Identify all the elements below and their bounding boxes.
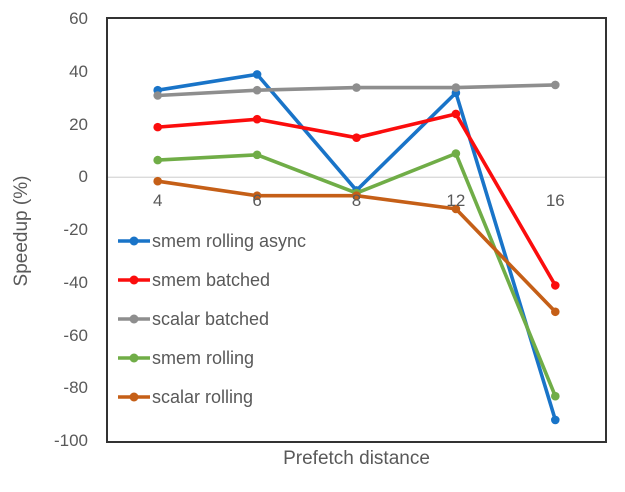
data-point-smem-batched-12 bbox=[451, 109, 461, 119]
legend-item-smem-batched: smem batched bbox=[118, 269, 306, 291]
legend-label: scalar rolling bbox=[152, 386, 254, 407]
y-tick-label: -100 bbox=[53, 431, 88, 450]
x-tick-label: 16 bbox=[545, 191, 565, 211]
x-tick-label: 6 bbox=[252, 191, 262, 211]
data-point-scalar-rolling-16 bbox=[551, 307, 560, 317]
data-point-scalar-batched-16 bbox=[551, 80, 560, 90]
y-tick-label: 0 bbox=[78, 167, 88, 187]
y-tick-label: -80 bbox=[63, 378, 88, 398]
data-point-smem-batched-8 bbox=[352, 133, 361, 142]
legend-label: smem batched bbox=[152, 269, 271, 290]
data-point-scalar-batched-12 bbox=[451, 83, 461, 92]
y-tick-label: -40 bbox=[63, 272, 88, 292]
data-point-scalar-batched-8 bbox=[352, 83, 361, 92]
x-axis-title: Prefetch distance bbox=[283, 448, 430, 469]
plot-canvas bbox=[108, 70, 605, 425]
x-tick-label: 4 bbox=[152, 191, 163, 211]
data-point-scalar-rolling-6 bbox=[252, 191, 262, 201]
data-point-smem-rolling-6 bbox=[252, 150, 262, 160]
legend-line-marker-icon bbox=[118, 392, 150, 402]
y-tick-label: -60 bbox=[63, 325, 88, 345]
legend-label: scalar batched bbox=[152, 308, 270, 329]
data-point-scalar-rolling-4 bbox=[153, 176, 162, 186]
chart-legend: smem rolling async smem batched scalar bat… bbox=[118, 230, 306, 425]
plot-border bbox=[106, 17, 607, 443]
legend-line-marker-icon bbox=[118, 353, 150, 363]
data-point-smem-batched-4 bbox=[153, 122, 162, 132]
plot-area: 4 6 8 12 16 smem rolling async smem batched sc… bbox=[108, 19, 605, 441]
data-point-smem-rolling-4 bbox=[153, 155, 162, 165]
legend-line-marker-icon bbox=[118, 236, 150, 246]
legend-line-marker-icon bbox=[118, 275, 150, 285]
legend-item-scalar-rolling: scalar rolling bbox=[118, 386, 306, 408]
data-point-scalar-rolling-8 bbox=[352, 191, 361, 201]
legend-line-marker-icon bbox=[118, 314, 150, 324]
legend-item-smem-rolling: smem rolling bbox=[118, 347, 306, 369]
data-point-smem-batched-16 bbox=[551, 281, 560, 290]
data-point-scalar-batched-4 bbox=[153, 91, 162, 100]
x-tick-label: 12 bbox=[446, 191, 466, 211]
data-point-smem-batched-6 bbox=[252, 114, 262, 124]
data-point-smem-rolling-async-6 bbox=[252, 70, 262, 79]
data-point-smem-rolling-12 bbox=[451, 149, 461, 158]
data-point-smem-rolling-16 bbox=[551, 391, 560, 401]
y-tick-label: 40 bbox=[69, 61, 88, 81]
y-tick-label: 60 bbox=[69, 9, 88, 28]
legend-item-smem-rolling-async: smem rolling async bbox=[118, 230, 306, 252]
data-point-scalar-rolling-12 bbox=[451, 204, 461, 214]
data-point-scalar-batched-6 bbox=[252, 85, 262, 95]
y-tick-label: 20 bbox=[69, 114, 88, 134]
legend-label: smem rolling bbox=[152, 347, 255, 368]
y-tick-label: -20 bbox=[63, 220, 88, 239]
data-point-smem-rolling-async-16 bbox=[551, 415, 560, 425]
x-tick-label: 8 bbox=[351, 191, 362, 211]
legend-item-scalar-batched: scalar batched bbox=[118, 308, 306, 330]
legend-label: smem rolling async bbox=[152, 230, 307, 251]
